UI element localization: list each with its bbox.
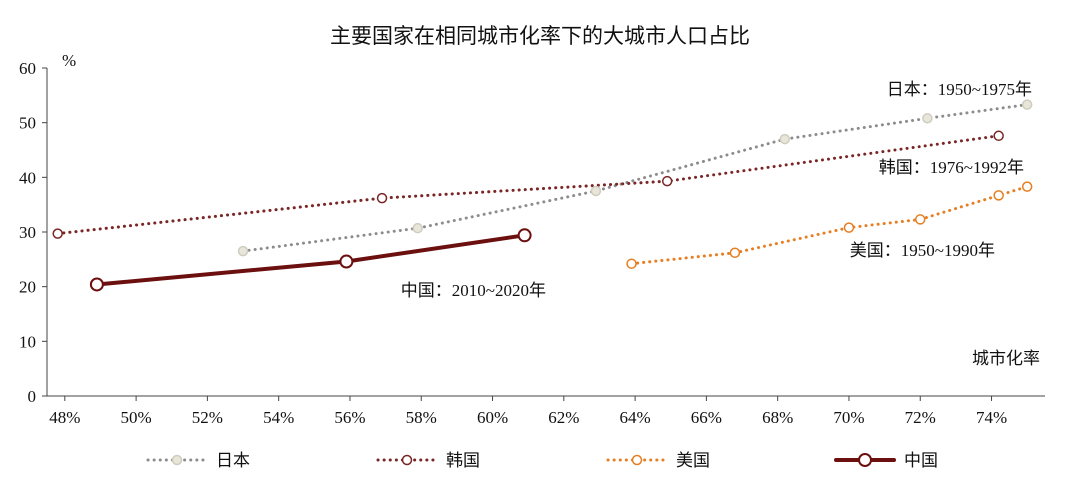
x-tick-label: 72%	[905, 408, 936, 427]
data-point	[89, 277, 104, 292]
data-point	[1021, 181, 1033, 192]
series-line-韩国	[56, 134, 1001, 236]
series-annotation: 韩国：1976~1992年	[879, 158, 1024, 177]
data-point	[843, 222, 855, 233]
legend-label: 中国	[904, 451, 938, 471]
y-tick-label: 10	[19, 332, 36, 351]
x-tick-label: 50%	[121, 408, 152, 427]
legend: 日本 韩国 美国 中国	[146, 451, 938, 471]
chart-title: 主要国家在相同城市化率下的大城市人口占比	[330, 24, 750, 48]
x-tick-label: 54%	[263, 408, 294, 427]
data-point	[52, 228, 63, 239]
x-tick-label: 74%	[976, 408, 1007, 427]
x-tick-label: 48%	[49, 408, 80, 427]
data-point	[993, 190, 1004, 201]
x-tick-label: 70%	[833, 408, 864, 427]
y-tick-label: 50	[19, 114, 36, 133]
data-point	[339, 254, 354, 269]
data-point	[626, 258, 637, 269]
legend-label: 美国	[676, 451, 710, 471]
data-point	[517, 228, 532, 243]
x-axis-title: 城市化率	[972, 349, 1040, 368]
legend-label: 韩国	[446, 451, 480, 471]
legend-marker	[171, 454, 183, 466]
series-annotation: 日本：1950~1975年	[887, 80, 1032, 99]
data-point	[993, 130, 1004, 142]
data-point	[1021, 99, 1033, 110]
x-tick-label: 52%	[192, 408, 223, 427]
series-annotation: 美国：1950~1990年	[850, 241, 995, 260]
data-point	[915, 214, 926, 225]
y-tick-label: 60	[19, 59, 36, 78]
data-point	[779, 133, 791, 145]
legend-marker	[858, 453, 872, 467]
data-point	[237, 245, 249, 257]
x-tick-label: 60%	[477, 408, 508, 427]
y-axis-unit: %	[62, 51, 76, 70]
y-tick-label: 20	[19, 278, 36, 297]
series-markers	[52, 99, 1033, 292]
series-line-日本	[241, 103, 1029, 253]
legend-label: 日本	[216, 451, 250, 471]
axes: 0 10 20 30 40 50 60 48% 50% 52% 54% 56% 58% 60% 62% 64%…	[19, 59, 1045, 427]
data-point	[729, 247, 741, 259]
data-point	[412, 222, 423, 234]
data-point	[922, 113, 933, 124]
x-tick-label: 56%	[334, 408, 365, 427]
data-point	[590, 185, 602, 197]
x-tick-label: 62%	[548, 408, 579, 427]
series-annotations: 日本：1950~1975年韩国：1976~1992年美国：1950~1990年中…	[401, 80, 1032, 300]
x-tick-label: 68%	[762, 408, 793, 427]
y-tick-label: 0	[28, 387, 37, 406]
y-tick-label: 40	[19, 168, 36, 187]
legend-marker	[631, 454, 643, 466]
data-point	[376, 192, 388, 204]
data-point	[661, 175, 673, 187]
y-tick-label: 30	[19, 223, 36, 242]
x-tick-label: 66%	[691, 408, 722, 427]
x-tick-label: 58%	[406, 408, 437, 427]
series-annotation: 中国：2010~2020年	[401, 281, 546, 300]
x-tick-label: 64%	[620, 408, 651, 427]
legend-marker	[401, 454, 413, 466]
